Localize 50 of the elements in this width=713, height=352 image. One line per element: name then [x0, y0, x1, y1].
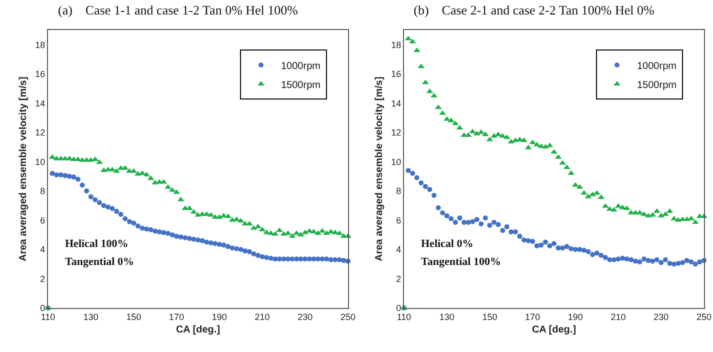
chart-title: (b) Case 2-1 and case 2-2 Tan 100% Hel 0% — [414, 2, 655, 18]
x-tick-label: 250 — [696, 312, 712, 322]
x-tick-label: 130 — [83, 312, 98, 322]
x-tick-label: 170 — [525, 312, 540, 322]
y-tick-label: 14 — [35, 98, 46, 108]
x-tick-label: 110 — [40, 312, 56, 322]
y-tick-label: 6 — [40, 215, 46, 226]
y-tick-label: 4 — [40, 244, 46, 255]
y-tick-label: 10 — [35, 156, 46, 167]
y-axis-title: Area averaged ensemble velocity [m/s] — [374, 76, 386, 262]
x-tick-label: 210 — [610, 312, 626, 322]
y-tick-label: 16 — [35, 69, 46, 80]
y-tick-label: 12 — [35, 128, 46, 138]
chart-title: (a) Case 1-1 and case 1-2 Tan 0% Hel 100% — [58, 2, 298, 18]
y-tick-label: 18 — [391, 40, 402, 50]
y-tick-label: 10 — [391, 156, 402, 167]
y-tick-label: 18 — [35, 40, 46, 50]
legend-label: 1500rpm — [637, 80, 676, 91]
legend-label: 1500rpm — [281, 80, 320, 91]
y-tick-label: 16 — [391, 69, 402, 80]
annotation: Tangential 100% — [421, 256, 501, 268]
x-tick-label: 170 — [169, 312, 184, 322]
legend-label: 1000rpm — [637, 60, 676, 72]
x-tick-label: 150 — [126, 312, 142, 322]
y-tick-label: 6 — [396, 215, 402, 226]
legend-label: 1000rpm — [281, 60, 320, 72]
annotation: Helical 100% — [65, 238, 128, 250]
y-tick-label: 14 — [391, 98, 402, 108]
y-axis-title: Area averaged ensemble velocity [m/s] — [18, 76, 30, 262]
x-tick-label: 230 — [298, 312, 313, 322]
x-tick-label: 190 — [212, 312, 227, 322]
y-tick-label: 2 — [40, 274, 46, 284]
annotation: Tangential 0% — [65, 256, 134, 268]
x-tick-label: 230 — [654, 312, 669, 322]
x-tick-label: 110 — [396, 312, 412, 322]
y-tick-label: 8 — [40, 186, 46, 196]
x-axis-title: CA [deg.] — [176, 324, 220, 336]
x-tick-label: 210 — [254, 312, 270, 322]
x-tick-label: 150 — [482, 312, 498, 322]
y-tick-label: 4 — [396, 244, 402, 255]
y-tick-label: 0 — [396, 303, 402, 314]
y-tick-label: 2 — [396, 274, 402, 284]
y-tick-label: 12 — [391, 128, 402, 138]
x-tick-label: 250 — [340, 312, 356, 322]
x-tick-label: 190 — [568, 312, 583, 322]
x-axis-title: CA [deg.] — [532, 324, 576, 336]
y-tick-label: 8 — [396, 186, 402, 196]
x-tick-label: 130 — [439, 312, 454, 322]
annotation: Helical 0% — [421, 238, 474, 250]
y-tick-label: 0 — [40, 303, 46, 314]
